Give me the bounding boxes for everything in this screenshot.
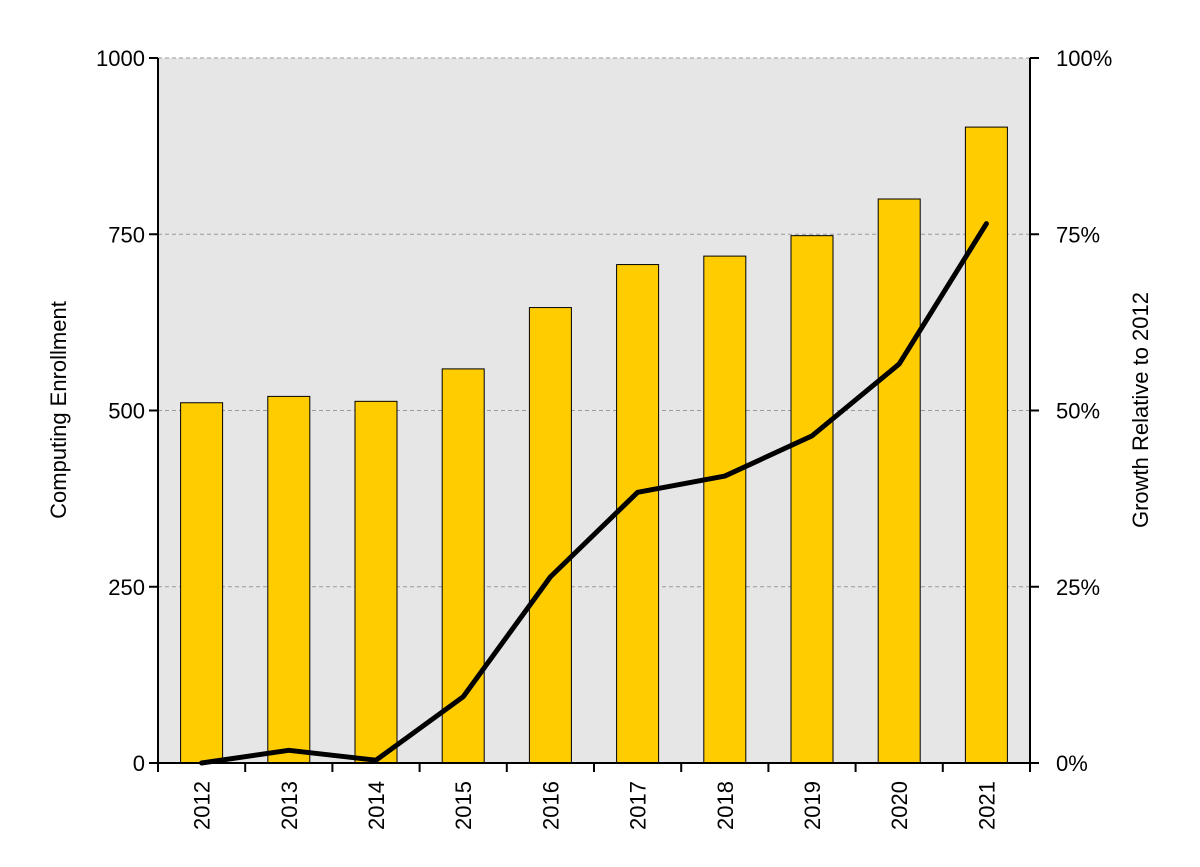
right-tick-label: 50% (1056, 399, 1100, 424)
left-tick-label: 500 (108, 399, 145, 424)
x-tick-label: 2014 (364, 781, 389, 830)
bar-2012 (180, 402, 224, 764)
bar-2014 (354, 400, 398, 764)
right-tick-label: 75% (1056, 222, 1100, 247)
left-tick-label: 0 (133, 751, 145, 776)
left-tick-label: 750 (108, 222, 145, 247)
bar-2020 (877, 198, 921, 764)
x-tick-label: 2019 (800, 781, 825, 830)
bar-2019 (790, 235, 834, 764)
right-tick-label: 0% (1056, 751, 1088, 776)
x-tick-label: 2013 (277, 781, 302, 830)
growth-line (199, 221, 989, 766)
right-tick-label: 25% (1056, 575, 1100, 600)
line-series (199, 221, 989, 766)
y2-axis-title: Growth Relative to 2012 (1128, 292, 1153, 528)
bar-2021 (964, 126, 1008, 764)
right-tick-label: 100% (1056, 46, 1112, 71)
x-tick-label: 2018 (713, 781, 738, 830)
x-tick-label: 2020 (887, 781, 912, 830)
bar-series (180, 126, 1008, 764)
x-tick-label: 2012 (190, 781, 215, 830)
bar-2015 (441, 368, 485, 764)
right-axis-ticks: 0% 25% 50% 75% 100% (1030, 46, 1112, 776)
bar-2013 (267, 395, 311, 764)
left-tick-label: 250 (108, 575, 145, 600)
x-tick-label: 2016 (538, 781, 563, 830)
x-tick-label: 2015 (451, 781, 476, 830)
left-axis-ticks: 0 250 500 750 1000 (96, 46, 158, 776)
x-axis-ticks: 2012 2013 2014 2015 2016 2017 2018 2019 2020 2021 (157, 763, 1031, 830)
y-axis-title: Computing Enrollment (46, 301, 71, 519)
bar-2017 (616, 264, 660, 764)
x-tick-label: 2017 (626, 781, 651, 830)
bar-2018 (703, 255, 747, 764)
gridlines (158, 57, 1030, 588)
left-tick-label: 1000 (96, 46, 145, 71)
x-tick-label: 2021 (974, 781, 999, 830)
bar-2016 (528, 307, 572, 764)
